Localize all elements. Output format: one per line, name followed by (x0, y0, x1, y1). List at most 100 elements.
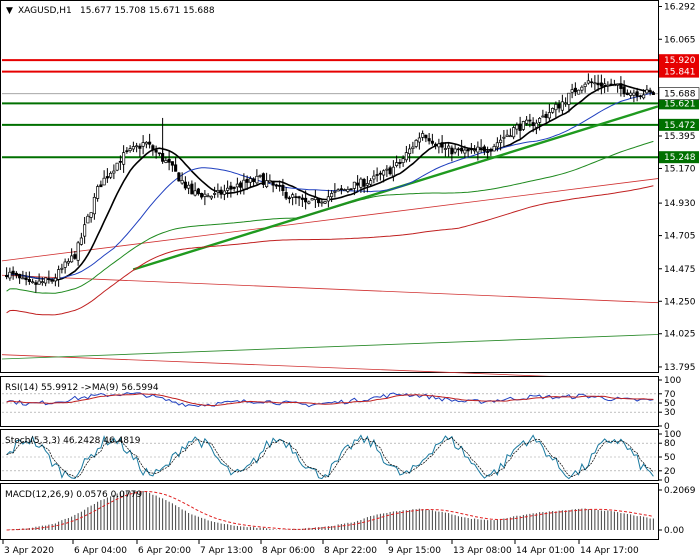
price-tick-label: 14.930 (664, 199, 696, 209)
channel-line (1, 178, 659, 262)
candle-body (92, 196, 96, 215)
channel-line (1, 274, 659, 304)
candle-body (635, 91, 639, 97)
candle-body (187, 184, 191, 189)
collapse-triangle-icon[interactable]: ▼ (6, 6, 13, 16)
candle-body (209, 195, 213, 199)
candle-body (427, 138, 431, 142)
candle-body (473, 149, 477, 152)
candle-body (411, 146, 415, 149)
candle-body (125, 150, 129, 153)
candles (5, 73, 655, 293)
candle-body (170, 161, 174, 166)
candle-body (486, 151, 490, 153)
candle-body (534, 122, 538, 128)
candle-body (346, 188, 350, 192)
candle-body (557, 103, 561, 109)
level-price-box (659, 151, 699, 164)
candle-body (291, 194, 295, 198)
candle-body (154, 149, 158, 153)
indicator-tick-label: 20 (664, 467, 676, 477)
candle-body (356, 182, 360, 186)
candle-body (460, 147, 464, 152)
candle-body (323, 201, 327, 204)
candle-body (183, 181, 187, 189)
macd-signal-line (6, 490, 654, 531)
candle-body (8, 271, 12, 279)
candle-body (560, 101, 564, 111)
candle-body (424, 134, 428, 139)
price-panel (0, 0, 659, 373)
candle-body (421, 133, 425, 138)
candle-body (70, 255, 74, 263)
candle-body (372, 175, 376, 180)
candle-body (219, 189, 223, 195)
candle-body (593, 82, 597, 85)
candle-body (544, 114, 548, 118)
candle-body (648, 89, 652, 93)
candle-body (434, 143, 438, 146)
candle-body (268, 180, 272, 183)
candle-body (609, 83, 613, 86)
candle-body (248, 178, 252, 183)
candle-body (466, 148, 470, 152)
indicator-tick-label: 0 (664, 476, 670, 486)
candle-body (476, 146, 480, 153)
candle-body (226, 187, 230, 191)
candle-body (245, 178, 249, 183)
candle-body (515, 124, 519, 130)
candle-body (115, 162, 119, 171)
candle-body (31, 281, 35, 284)
candle-body (167, 158, 171, 163)
candle-body (642, 94, 646, 99)
candle-body (206, 195, 210, 198)
candle-body (508, 135, 512, 138)
candle-body (365, 183, 369, 186)
chart-header: ▼ XAGUSD,H1 15.677 15.708 15.671 15.688 (6, 6, 215, 16)
horizontal-levels (2, 59, 658, 159)
candle-body (216, 190, 220, 193)
macd-axis: 0.2069 0.00 (658, 486, 696, 536)
candle-body (180, 180, 184, 184)
candle-body (616, 83, 620, 86)
symbol-label: XAGUSD,H1 (18, 6, 72, 16)
candle-body (109, 172, 113, 178)
candle-body (63, 261, 67, 268)
price-axis: 16.29216.06515.84115.62015.39515.17014.9… (658, 2, 700, 373)
level-price-box (659, 97, 699, 110)
candle-body (53, 277, 57, 282)
candle-body (135, 145, 139, 148)
stoch-lines (2, 434, 658, 480)
candle-body (596, 82, 600, 86)
candle-body (541, 115, 545, 118)
candle-body (408, 148, 412, 155)
candle-body (599, 82, 603, 87)
level-price-box (659, 65, 699, 78)
level-price-label: 15.841 (664, 68, 696, 78)
candle-body (278, 184, 282, 187)
candle-body (502, 136, 506, 139)
candle-body (99, 184, 103, 188)
candle-body (547, 112, 551, 119)
rsi-ma-line (6, 393, 654, 407)
candle-body (40, 281, 44, 284)
time-tick-label: 3 Apr 2020 (4, 546, 54, 556)
candle-body (47, 278, 51, 280)
candle-body (469, 148, 473, 151)
candle-body (76, 242, 80, 261)
candle-body (330, 193, 334, 198)
level-price-label: 15.621 (664, 99, 696, 109)
candle-body (625, 92, 629, 95)
level-price-label: 15.472 (664, 121, 696, 131)
candle-body (479, 146, 483, 149)
time-tick-label: 14 Apr 01:00 (516, 546, 575, 556)
time-tick-label: 6 Apr 20:00 (138, 546, 191, 556)
candle-body (313, 197, 317, 201)
candle-body (378, 172, 382, 175)
candle-body (287, 197, 291, 200)
candle-body (603, 83, 607, 86)
candle-body (499, 139, 503, 143)
